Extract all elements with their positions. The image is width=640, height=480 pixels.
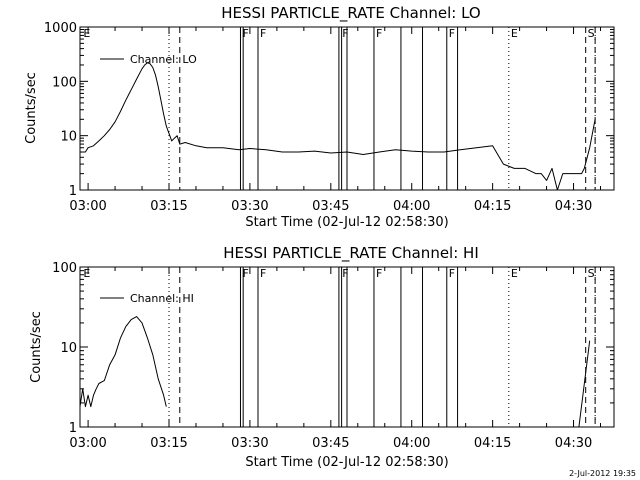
x-tick-label-lo-1: 03:15 bbox=[150, 199, 187, 214]
event-flag-hi-7: S bbox=[588, 267, 595, 280]
x-tick-label-hi-0: 03:00 bbox=[69, 436, 106, 451]
x-tick-label-hi-6: 04:30 bbox=[555, 436, 592, 451]
y-axis-label-lo: Counts/sec bbox=[24, 72, 39, 144]
x-tick-label-lo-5: 04:15 bbox=[474, 199, 511, 214]
event-flag-hi-0: E bbox=[83, 267, 90, 280]
legend-label-lo: Channel: LO bbox=[130, 53, 197, 66]
event-flag-lo-1: F bbox=[242, 27, 248, 40]
y-tick-label-hi-1: 10 bbox=[60, 341, 77, 356]
y-axis-label-hi: Counts/sec bbox=[29, 311, 44, 383]
series-line-hi-1 bbox=[578, 340, 591, 428]
chart-title-hi: HESSI PARTICLE_RATE Channel: HI bbox=[223, 244, 479, 263]
event-flag-hi-6: E bbox=[511, 267, 518, 280]
x-axis-label-hi: Start Time (02-Jul-12 02:58:30) bbox=[245, 455, 448, 470]
x-tick-label-hi-4: 04:00 bbox=[393, 436, 430, 451]
x-tick-label-lo-3: 03:45 bbox=[312, 199, 349, 214]
x-tick-label-hi-1: 03:15 bbox=[150, 436, 187, 451]
footer-timestamp: 2-Jul-2012 19:35 bbox=[569, 469, 636, 478]
event-flag-lo-5: F bbox=[449, 27, 455, 40]
y-tick-label-lo-0: 1 bbox=[69, 184, 77, 199]
x-tick-label-lo-6: 04:30 bbox=[555, 199, 592, 214]
event-flag-lo-3: F bbox=[342, 27, 348, 40]
event-flag-lo-0: E bbox=[83, 27, 90, 40]
x-tick-label-hi-5: 04:15 bbox=[474, 436, 511, 451]
series-line-lo-0 bbox=[80, 62, 596, 191]
legend-label-hi: Channel: HI bbox=[130, 292, 194, 305]
event-flag-lo-7: S bbox=[588, 27, 595, 40]
event-flag-lo-4: F bbox=[376, 27, 382, 40]
x-tick-label-hi-2: 03:30 bbox=[231, 436, 268, 451]
y-tick-label-lo-2: 100 bbox=[52, 75, 77, 90]
x-axis-label-lo: Start Time (02-Jul-12 02:58:30) bbox=[245, 215, 448, 230]
event-flag-hi-2: F bbox=[260, 267, 266, 280]
y-tick-label-hi-2: 100 bbox=[52, 261, 77, 276]
chart-title-lo: HESSI PARTICLE_RATE Channel: LO bbox=[221, 4, 480, 23]
event-flag-hi-5: F bbox=[449, 267, 455, 280]
x-tick-label-lo-2: 03:30 bbox=[231, 199, 268, 214]
series-line-hi-0 bbox=[79, 316, 167, 408]
y-tick-label-lo-3: 1000 bbox=[44, 21, 77, 36]
x-tick-label-hi-3: 03:45 bbox=[312, 436, 349, 451]
event-flag-hi-4: F bbox=[376, 267, 382, 280]
panel-lo: HESSI PARTICLE_RATE Channel: LO 03:00 03:… bbox=[24, 4, 615, 230]
panel-hi: HESSI PARTICLE_RATE Channel: HI 03:00 03:… bbox=[29, 244, 615, 470]
y-tick-label-lo-1: 10 bbox=[60, 130, 77, 145]
event-flag-hi-1: F bbox=[242, 267, 248, 280]
x-tick-label-lo-0: 03:00 bbox=[69, 199, 106, 214]
event-flag-hi-3: F bbox=[342, 267, 348, 280]
event-flag-lo-2: F bbox=[260, 27, 266, 40]
event-flag-lo-6: E bbox=[511, 27, 518, 40]
y-tick-label-hi-0: 1 bbox=[69, 421, 77, 436]
x-tick-label-lo-4: 04:00 bbox=[393, 199, 430, 214]
